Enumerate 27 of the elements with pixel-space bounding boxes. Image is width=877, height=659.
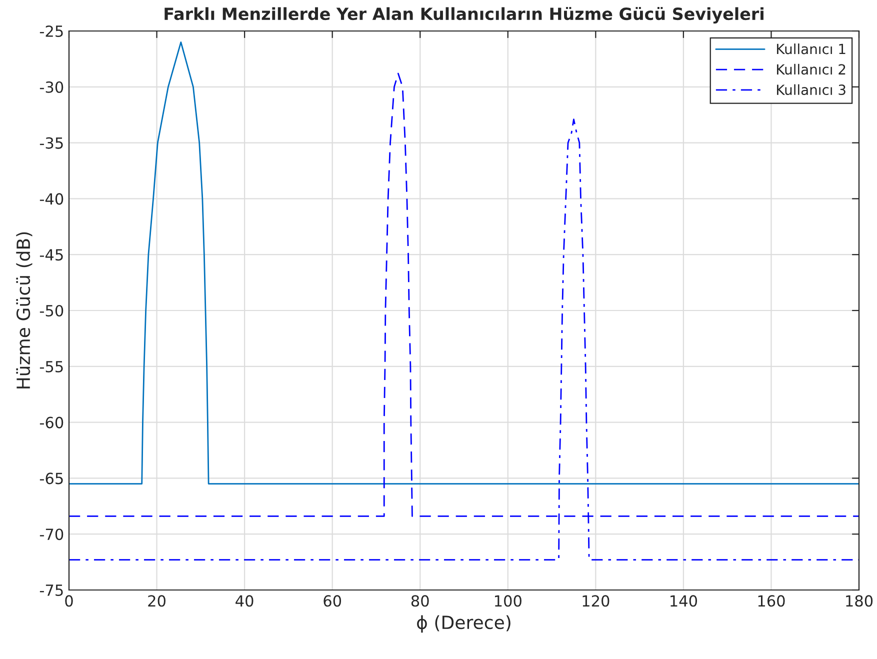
y-tick-label: -70: [40, 528, 64, 540]
y-tick-label: -45: [40, 249, 63, 261]
x-tick-label: 120: [582, 595, 610, 607]
y-tick-label: -30: [40, 81, 64, 93]
y-tick-label: -55: [40, 361, 63, 372]
y-tick-label: -40: [40, 193, 64, 205]
x-tick-label: 0: [65, 595, 73, 607]
legend-label: Kullanıcı 1: [777, 44, 846, 54]
x-tick-label: 60: [324, 595, 342, 607]
chart-title: Farklı Menzillerde Yer Alan Kullanıcıların Hüzme Gücü Seviyeleri: [164, 6, 764, 24]
x-tick-label: 140: [670, 595, 698, 607]
x-tick-label: 160: [758, 595, 785, 607]
x-tick-label: 20: [148, 595, 166, 607]
x-tick-label: 180: [846, 595, 873, 607]
y-tick-label: -75: [40, 584, 63, 596]
y-tick-label: -65: [40, 472, 63, 484]
legend-label: Kullanıcı 3: [777, 84, 846, 96]
x-tick-label: 100: [494, 595, 522, 607]
y-tick-label: -25: [40, 25, 63, 38]
y-tick-label: -50: [40, 304, 64, 317]
legend-label: Kullanıcı 2: [777, 64, 846, 75]
x-tick-label: 80: [411, 595, 429, 607]
y-tick-label: -60: [40, 416, 64, 428]
x-axis-title: ϕ (Derece): [417, 615, 510, 633]
x-tick-label: 40: [236, 595, 254, 607]
y-tick-label: -35: [40, 137, 63, 149]
y-axis-title: Hüzme Gücü (dB): [16, 232, 32, 388]
